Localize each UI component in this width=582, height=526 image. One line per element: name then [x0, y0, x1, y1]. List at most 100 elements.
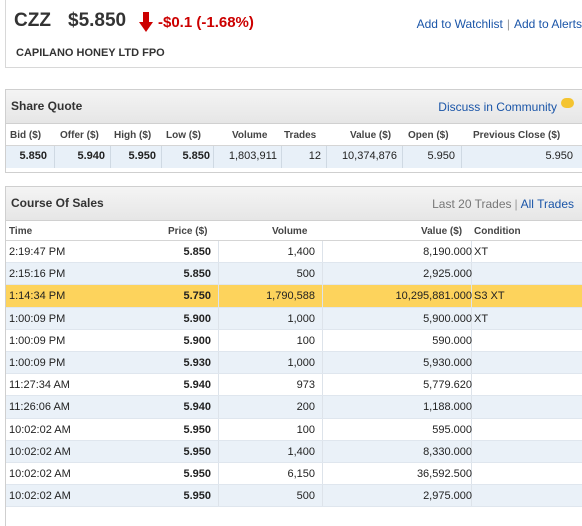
- col-trades: Trades: [284, 130, 317, 141]
- trade-volume: 1,000: [287, 356, 315, 369]
- column-divider: [471, 351, 472, 374]
- table-row: 10:02:02 AM 5.950 100 595.000: [6, 418, 582, 441]
- col-price: Price ($): [168, 226, 208, 237]
- trade-price: 5.950: [183, 490, 211, 503]
- column-divider: [322, 307, 323, 329]
- column-divider: [322, 462, 323, 485]
- trade-value: 2,975.000: [423, 490, 472, 503]
- column-divider: [471, 396, 472, 418]
- price-change: -$0.1 (-1.68%): [158, 14, 254, 31]
- col-previous-close: Previous Close ($): [473, 130, 561, 141]
- trade-time: 1:00:09 PM: [9, 312, 66, 325]
- column-divider: [218, 241, 219, 263]
- trade-value: 590.000: [432, 334, 472, 347]
- last-price: $5.850: [68, 10, 127, 31]
- column-divider: [218, 462, 219, 485]
- course-of-sales-header: Course Of Sales Last 20 Trades | All Trade…: [6, 187, 582, 221]
- column-divider: [218, 285, 219, 307]
- trade-value: 595.000: [432, 423, 472, 436]
- trade-price: 5.940: [183, 401, 211, 414]
- trade-value: 5,930.000: [423, 356, 472, 369]
- trade-value: 5,779.620: [423, 379, 472, 392]
- trade-price: 5.750: [183, 290, 211, 303]
- trade-price: 5.900: [183, 334, 211, 347]
- table-row: 1:00:09 PM 5.900 1,000 5,900.000 XT: [6, 307, 582, 330]
- column-divider: [322, 241, 323, 263]
- trade-time: 1:14:34 PM: [9, 290, 66, 303]
- col-value: Value ($): [421, 226, 463, 237]
- trade-volume: 100: [296, 423, 315, 436]
- column-divider: [218, 307, 219, 329]
- trade-time: 1:00:09 PM: [9, 334, 66, 347]
- col-offer: Offer ($): [60, 130, 99, 141]
- share-quote-header: Share Quote Discuss in Community: [6, 90, 582, 124]
- link-separator: |: [506, 17, 510, 31]
- trade-price: 5.940: [183, 379, 211, 392]
- column-divider: [218, 374, 219, 396]
- table-row: 10:02:02 AM 5.950 500 2,975.000: [6, 485, 582, 508]
- trade-volume: 500: [296, 268, 315, 281]
- trade-time: 10:02:02 AM: [9, 467, 71, 480]
- course-of-sales-panel: Course Of Sales Last 20 Trades | All Trade…: [5, 186, 582, 526]
- column-divider: [471, 329, 472, 351]
- column-divider: [471, 241, 472, 263]
- value-value: 10,374,876: [341, 150, 397, 162]
- trade-volume: 1,400: [287, 246, 315, 258]
- column-divider: [218, 418, 219, 440]
- filter-separator: |: [514, 197, 518, 211]
- discuss-link-label: Discuss in Community: [438, 100, 557, 114]
- column-divider: [218, 351, 219, 374]
- column-divider: [213, 146, 214, 168]
- header-links: Add to Watchlist | Add to Alerts: [417, 17, 582, 31]
- sales-table-body: 2:19:47 PM 5.850 1,400 8,190.000 XT 2:15:16 P…: [6, 241, 582, 508]
- open-value: 5.950: [427, 150, 455, 162]
- column-divider: [322, 351, 323, 374]
- column-divider: [471, 374, 472, 396]
- table-row: 11:26:06 AM 5.940 200 1,188.000: [6, 396, 582, 419]
- trade-time: 11:27:34 AM: [9, 379, 70, 392]
- trade-price: 5.930: [183, 356, 211, 369]
- column-divider: [110, 146, 111, 168]
- col-open: Open ($): [408, 130, 449, 141]
- column-divider: [461, 146, 462, 168]
- previous-close-value: 5.950: [545, 150, 573, 162]
- trade-time: 2:15:16 PM: [9, 268, 66, 281]
- trade-price: 5.900: [183, 312, 211, 325]
- low-value: 5.850: [182, 150, 210, 162]
- add-to-watchlist-link[interactable]: Add to Watchlist: [416, 17, 503, 31]
- trade-volume: 973: [296, 379, 315, 392]
- trades-value: 12: [308, 150, 321, 162]
- table-row: 1:14:34 PM 5.750 1,790,588 10,295,881.000 S3…: [6, 285, 582, 308]
- trade-time: 10:02:02 AM: [9, 490, 71, 503]
- share-quote-column-headers: Bid ($) Offer ($) High ($) Low ($) Volum…: [6, 124, 582, 146]
- trade-time: 11:26:06 AM: [9, 401, 70, 414]
- trade-volume: 1,790,588: [266, 290, 315, 303]
- trade-value: 5,900.000: [423, 312, 472, 325]
- all-trades-link[interactable]: All Trades: [520, 197, 574, 211]
- col-high: High ($): [114, 130, 152, 141]
- column-divider: [322, 374, 323, 396]
- column-divider: [281, 146, 282, 168]
- column-divider: [322, 285, 323, 307]
- trade-volume: 6,150: [287, 467, 315, 480]
- trade-volume: 500: [296, 490, 315, 503]
- column-divider: [322, 396, 323, 418]
- trade-condition: S3 XT: [474, 290, 505, 303]
- trade-volume: 100: [296, 334, 315, 347]
- discuss-in-community-link[interactable]: Discuss in Community: [438, 97, 574, 114]
- column-divider: [471, 418, 472, 440]
- col-condition: Condition: [474, 226, 521, 237]
- col-low: Low ($): [166, 130, 201, 141]
- trade-price: 5.950: [183, 467, 211, 480]
- trade-value: 10,295,881.000: [395, 290, 472, 303]
- column-divider: [218, 485, 219, 507]
- share-quote-panel: Share Quote Discuss in Community Bid ($)…: [5, 89, 582, 173]
- col-volume: Volume: [232, 130, 268, 141]
- column-divider: [322, 263, 323, 285]
- bid-value: 5.850: [19, 150, 47, 162]
- volume-value: 1,803,911: [228, 150, 277, 162]
- column-divider: [471, 307, 472, 329]
- add-to-alerts-link[interactable]: Add to Alerts: [513, 17, 582, 31]
- trade-price: 5.850: [183, 246, 211, 258]
- trades-filter: Last 20 Trades | All Trades: [432, 197, 574, 211]
